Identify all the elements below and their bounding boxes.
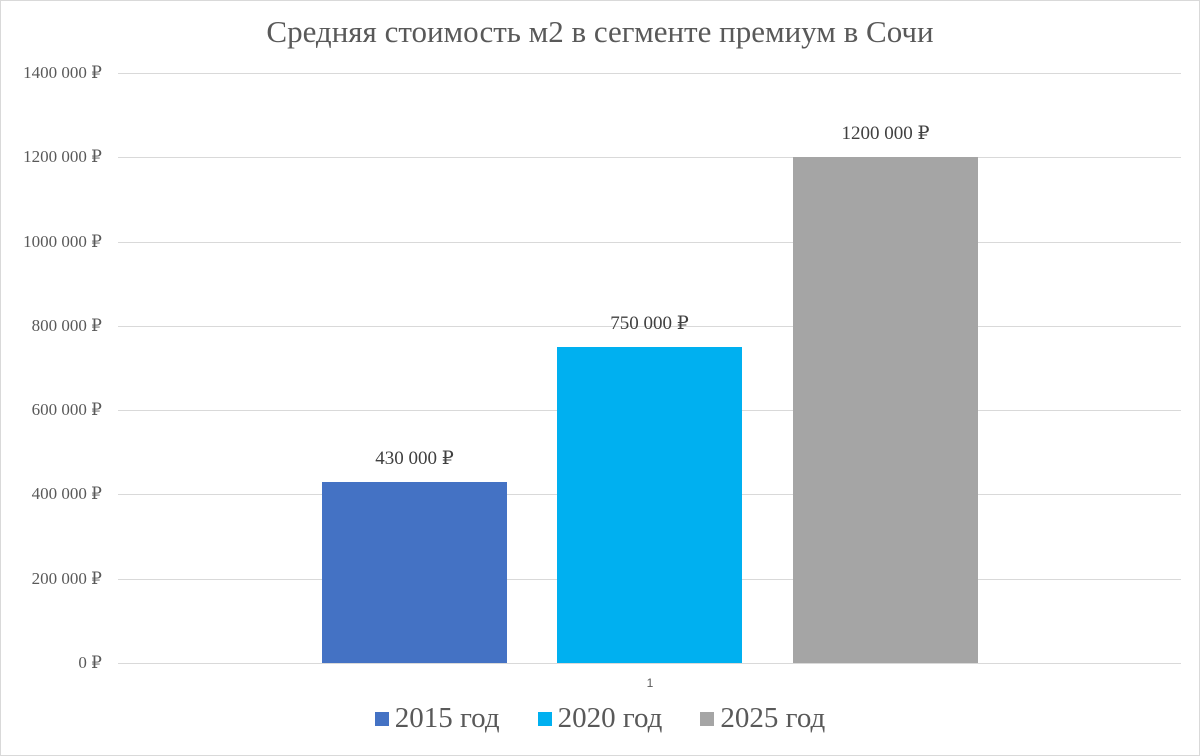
legend: 2015 год 2020 год 2025 год	[0, 702, 1200, 735]
gridline	[118, 241, 1181, 243]
legend-item-2025[interactable]: 2025 год	[700, 702, 825, 735]
y-axis-tick-label: 600 000 ₽	[31, 400, 102, 420]
gridline	[118, 157, 1181, 159]
legend-item-2020[interactable]: 2020 год	[537, 702, 663, 735]
data-label: 1200 000 ₽	[841, 123, 930, 145]
bar-2025[interactable]	[793, 157, 978, 663]
y-axis-tick-label: 400 000 ₽	[31, 484, 102, 504]
y-axis-tick-label: 200 000 ₽	[31, 568, 102, 588]
chart-title: Средняя стоимость м2 в сегменте премиум …	[266, 14, 934, 49]
y-axis-tick-label: 1200 000 ₽	[23, 147, 102, 167]
legend-item-2015[interactable]: 2015 год	[374, 702, 500, 735]
bar-2015[interactable]	[322, 481, 507, 663]
y-axis-tick-label: 800 000 ₽	[31, 315, 102, 335]
data-label: 750 000 ₽	[610, 312, 689, 334]
y-axis-tick-label: 1000 000 ₽	[23, 231, 102, 251]
y-axis-tick-label: 1400 000 ₽	[23, 63, 102, 82]
data-label: 430 000 ₽	[375, 447, 454, 469]
y-axis-tick-label: 0 ₽	[78, 653, 102, 672]
gridline	[118, 325, 1181, 327]
gridline	[118, 663, 1181, 664]
x-axis-tick-label: 1	[646, 676, 654, 690]
gridline	[118, 73, 1181, 74]
bar-2020[interactable]	[557, 346, 742, 663]
legend-swatch-icon	[700, 711, 715, 726]
legend-label: 2015 год	[394, 702, 500, 734]
legend-label: 2025 год	[720, 702, 826, 734]
legend-label: 2020 год	[557, 702, 663, 734]
legend-swatch-icon	[537, 711, 552, 726]
legend-swatch-icon	[374, 711, 389, 726]
